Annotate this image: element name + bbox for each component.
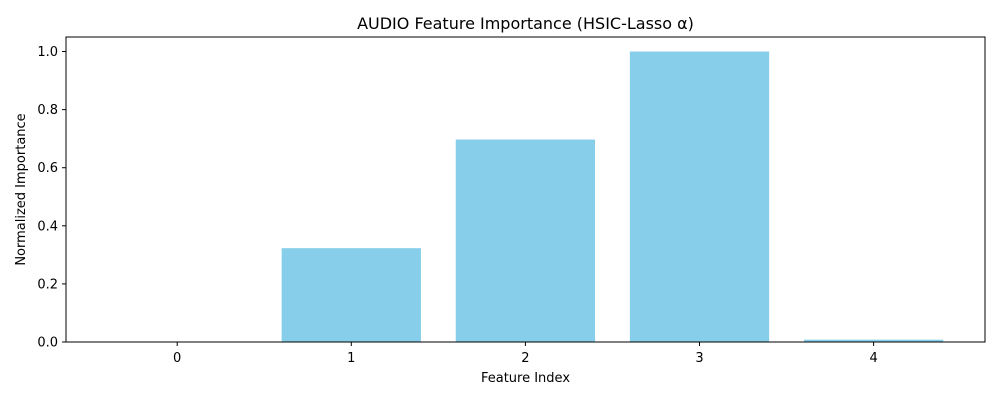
x-tick-label: 0	[173, 351, 181, 366]
y-axis-ticks: 0.0 0.2 0.4 0.6 0.8 1.0	[37, 45, 66, 351]
y-tick-label: 0.4	[37, 219, 58, 234]
x-axis-title: Feature Index	[481, 371, 570, 386]
x-tick-label: 4	[869, 351, 877, 366]
chart-title: AUDIO Feature Importance (HSIC-Lasso α)	[357, 14, 694, 33]
y-axis-title: Normalized Importance	[14, 113, 29, 265]
bar-4	[803, 339, 944, 342]
y-tick-label: 1.0	[37, 45, 58, 60]
x-tick-label: 1	[347, 351, 355, 366]
y-tick-label: 0.8	[37, 103, 58, 118]
x-tick-label: 2	[521, 351, 529, 366]
x-tick-label: 3	[695, 351, 703, 366]
plot-frame	[65, 36, 986, 343]
bar-2	[455, 139, 596, 342]
bar-3	[629, 51, 770, 343]
bar-1	[281, 248, 421, 342]
bars-layer	[281, 51, 944, 343]
x-axis-ticks: 0 1 2 3 4	[173, 342, 878, 366]
y-tick-label: 0.6	[37, 161, 58, 176]
y-tick-label: 0.2	[37, 277, 58, 292]
y-tick-label: 0.0	[37, 336, 58, 351]
